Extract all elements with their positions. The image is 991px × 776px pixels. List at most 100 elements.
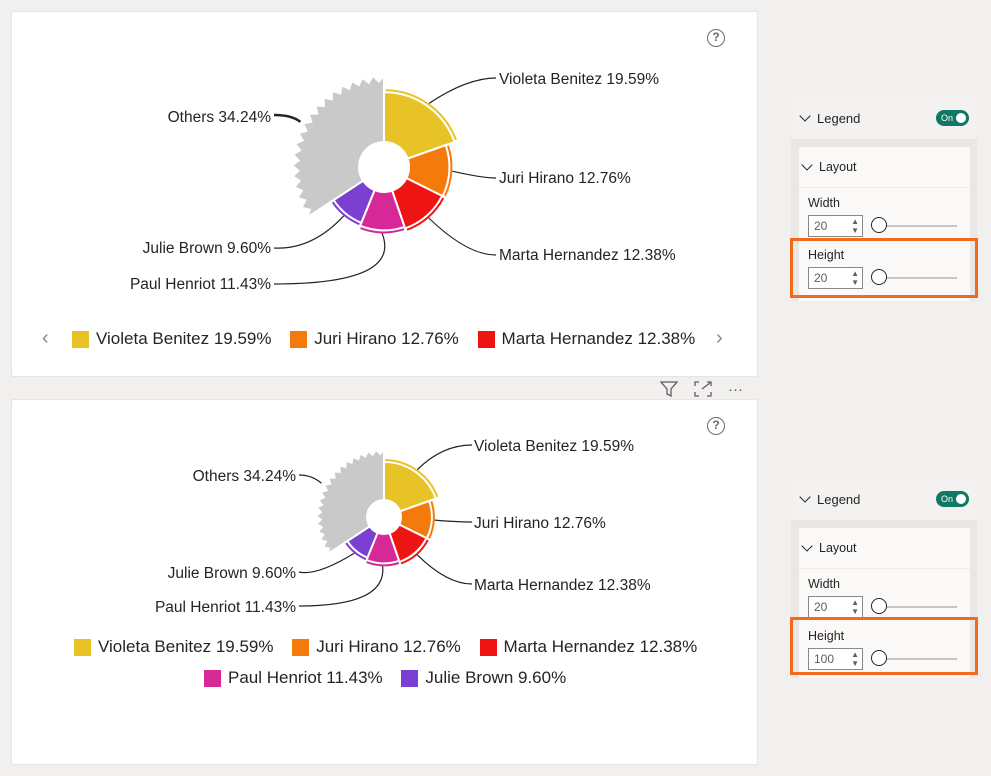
width-label: Width [808, 196, 840, 210]
slice-outline [400, 539, 429, 565]
height-input[interactable]: 20 ▲ ▼ [808, 267, 863, 289]
layout-title: Layout [819, 160, 857, 174]
legend-bottom-row2: Paul Henriot 11.43% Julie Brown 9.60% [204, 668, 580, 692]
donut-hole [366, 499, 402, 535]
slice-label: Marta Hernandez 12.38% [474, 577, 651, 594]
leader-line [298, 566, 384, 607]
toggle-knob [956, 494, 966, 504]
height-slider-track[interactable] [879, 658, 957, 660]
leader-line [428, 77, 497, 104]
leader-line [273, 113, 302, 123]
width-input[interactable]: 20 ▲ ▼ [808, 596, 863, 618]
legend-label: Violeta Benitez 19.59% [98, 637, 274, 656]
slice-outline [406, 197, 445, 231]
slice-outline [385, 458, 439, 498]
width-input[interactable]: 20 ▲ ▼ [808, 215, 863, 237]
height-field: Height 100 ▲ ▼ [799, 621, 970, 673]
legend-top: Violeta Benitez 19.59% Juri Hirano 12.76… [72, 329, 709, 353]
chevron-down-icon[interactable] [801, 159, 813, 171]
height-label: Height [808, 629, 845, 643]
height-value: 20 [814, 271, 828, 285]
chevron-down-icon[interactable] [799, 491, 811, 503]
pie-slice[interactable] [290, 72, 385, 220]
legend-section-header[interactable]: Legend On [791, 478, 977, 520]
filter-icon[interactable] [660, 381, 678, 397]
layout-header[interactable]: Layout [799, 147, 970, 188]
chevron-down-icon[interactable] [801, 540, 813, 552]
legend-item-juri[interactable]: Juri Hirano 12.76% [292, 637, 461, 657]
height-input[interactable]: 100 ▲ ▼ [808, 648, 863, 670]
spin-arrows-icon[interactable]: ▲ ▼ [851, 269, 859, 287]
legend-swatch [72, 330, 89, 348]
height-slider-track[interactable] [879, 277, 957, 279]
spin-arrows-icon[interactable]: ▲ ▼ [851, 650, 859, 668]
legend-label: Juri Hirano 12.76% [314, 329, 459, 348]
legend-item-paul[interactable]: Paul Henriot 11.43% [204, 668, 383, 688]
width-slider-track[interactable] [879, 225, 957, 227]
focus-mode-icon[interactable] [694, 381, 712, 397]
slice-outline [360, 227, 405, 234]
leader-line [434, 519, 473, 523]
layout-subsection: Layout Width 20 ▲ ▼ Height 20 ▲ ▼ [799, 147, 970, 301]
legend-item-violeta[interactable]: Violeta Benitez 19.59% [74, 637, 273, 657]
height-highlight-box [790, 238, 978, 298]
more-options-icon[interactable]: ··· [728, 381, 743, 398]
pie-chart-top[interactable]: Violeta Benitez 19.59% Juri Hirano 12.76%… [12, 12, 759, 312]
legend-swatch [401, 669, 419, 687]
slice-label: Julie Brown 9.60% [168, 565, 297, 582]
slice-label: Julie Brown 9.60% [143, 240, 272, 257]
leader-line [417, 444, 473, 471]
height-slider-thumb[interactable] [871, 269, 887, 285]
height-slider-thumb[interactable] [871, 650, 887, 666]
help-icon[interactable]: ? [707, 417, 725, 435]
legend-item-juri[interactable]: Juri Hirano 12.76% [290, 329, 459, 349]
slice-outline [345, 542, 367, 561]
legend-title: Legend [817, 491, 861, 507]
pie-slice[interactable] [383, 460, 438, 519]
pie-slice[interactable] [365, 514, 401, 565]
height-value: 100 [814, 652, 835, 666]
legend-prev-button[interactable]: ‹ [42, 327, 49, 349]
slice-outline [385, 89, 457, 141]
slice-label: Juri Hirano 12.76% [474, 515, 606, 532]
legend-next-button[interactable]: › [716, 327, 723, 349]
pie-slice[interactable] [358, 164, 406, 232]
width-label: Width [808, 577, 840, 591]
pie-visual-top[interactable]: ? Violeta Benitez 19.59% Juri Hirano 12.7… [11, 11, 758, 377]
toggle-knob [956, 113, 966, 123]
legend-item-julie[interactable]: Julie Brown 9.60% [401, 668, 566, 688]
legend-swatch [74, 638, 91, 656]
legend-item-marta[interactable]: Marta Hernandez 12.38% [479, 637, 697, 657]
layout-header[interactable]: Layout [799, 528, 970, 569]
pie-visual-bottom[interactable]: ? Violeta Benitez 19.59% Juri Hirano 12.7… [11, 399, 758, 765]
slice-label: Paul Henriot 11.43% [155, 599, 296, 616]
legend-toggle[interactable]: On [936, 110, 969, 126]
legend-swatch [479, 638, 497, 656]
legend-swatch [204, 669, 221, 687]
spin-arrows-icon[interactable]: ▲ ▼ [851, 598, 859, 616]
legend-toggle[interactable]: On [936, 491, 969, 507]
width-field: Width 20 ▲ ▼ [799, 569, 970, 621]
slice-outline [331, 201, 360, 226]
legend-item-marta[interactable]: Marta Hernandez 12.38% [477, 329, 695, 349]
leader-line [298, 474, 322, 484]
slice-label: Paul Henriot 11.43% [130, 276, 271, 293]
help-icon[interactable]: ? [707, 29, 725, 47]
width-slider-thumb[interactable] [871, 217, 887, 233]
legend-section-header[interactable]: Legend On [791, 97, 977, 139]
slice-label: Marta Hernandez 12.38% [499, 247, 676, 264]
legend-title: Legend [817, 110, 861, 126]
legend-item-violeta[interactable]: Violeta Benitez 19.59% [72, 329, 271, 349]
slice-label: Violeta Benitez 19.59% [499, 71, 659, 88]
pie-chart-bottom[interactable]: Violeta Benitez 19.59% Juri Hirano 12.76%… [12, 400, 759, 630]
width-slider-thumb[interactable] [871, 598, 887, 614]
pie-slice[interactable] [314, 446, 385, 557]
leader-line [452, 170, 497, 179]
width-value: 20 [814, 219, 828, 233]
legend-label: Juri Hirano 12.76% [316, 637, 461, 656]
spin-arrows-icon[interactable]: ▲ ▼ [851, 217, 859, 235]
width-slider-track[interactable] [879, 606, 957, 608]
leader-line [298, 552, 355, 574]
legend-format-panel-bottom: Legend On Layout Width 20 ▲ ▼ Height 100 ▲ ▼ [791, 478, 977, 678]
chevron-down-icon[interactable] [799, 110, 811, 122]
